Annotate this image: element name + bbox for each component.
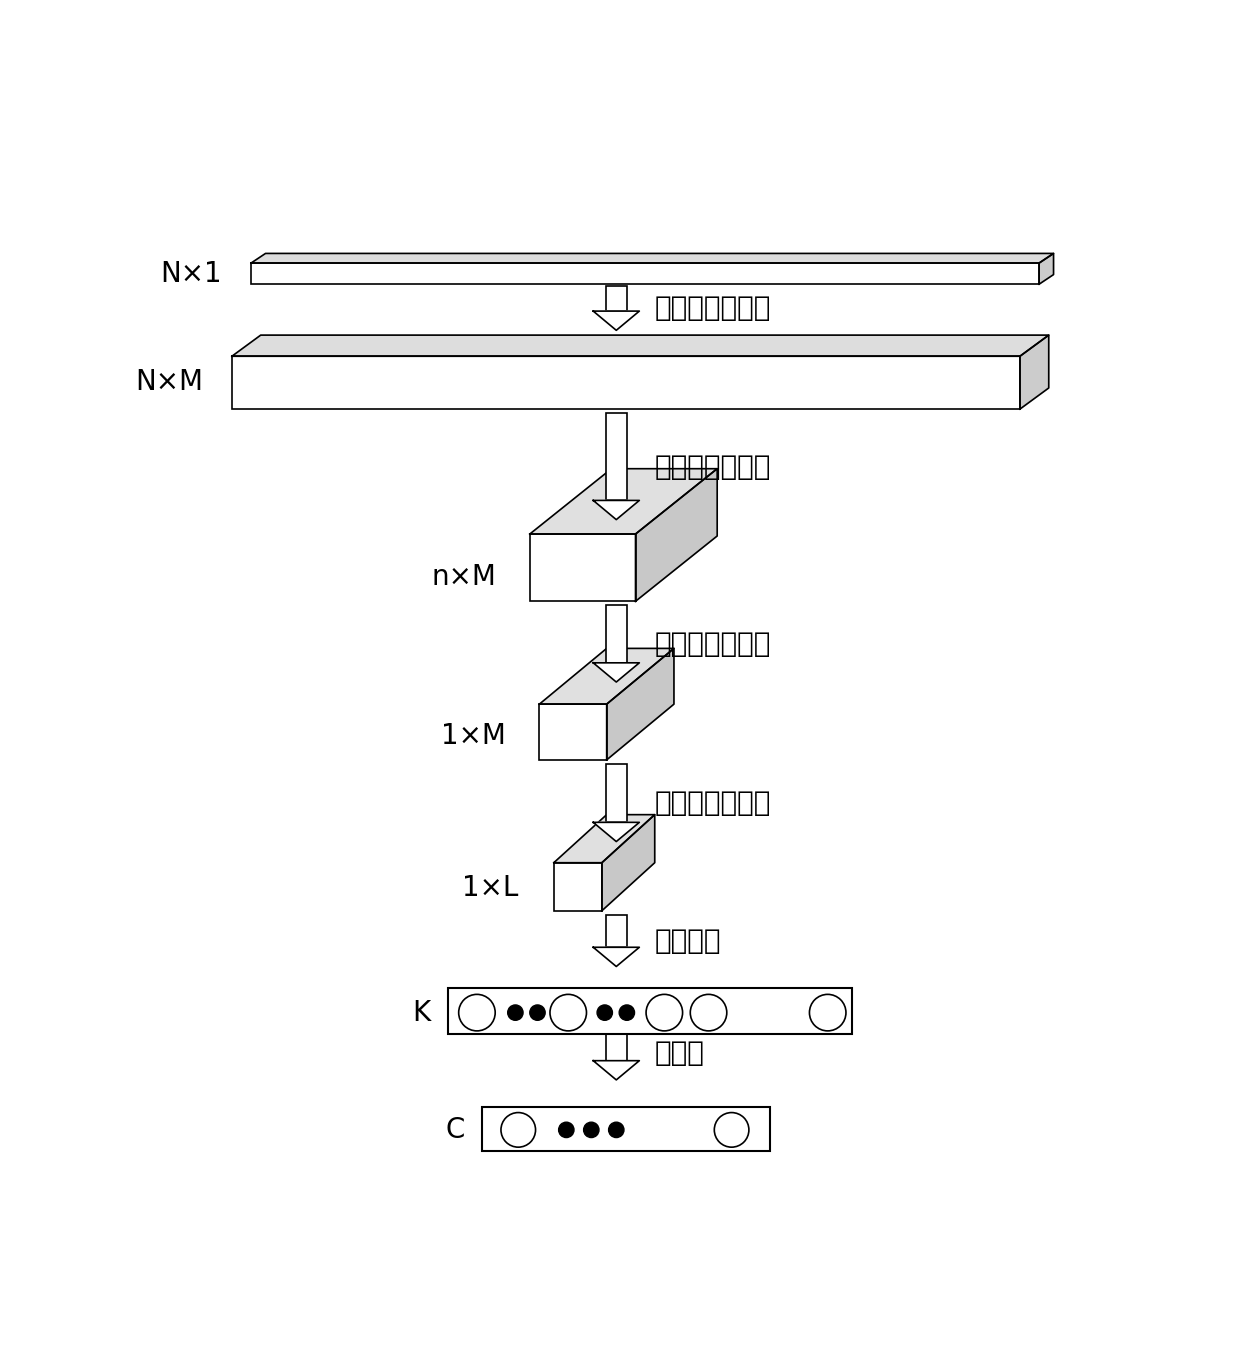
Bar <box>250 263 1039 285</box>
Text: 特征映射: 特征映射 <box>655 926 722 955</box>
Circle shape <box>558 1122 574 1137</box>
Bar <box>554 862 601 911</box>
Circle shape <box>529 1005 546 1020</box>
Bar <box>605 915 627 948</box>
Circle shape <box>598 1005 613 1020</box>
Bar <box>605 1026 627 1061</box>
Bar <box>539 704 606 760</box>
Text: 1×L: 1×L <box>461 873 518 902</box>
Text: 1×M: 1×M <box>441 722 506 750</box>
Polygon shape <box>250 253 1054 263</box>
Bar <box>605 286 627 311</box>
Polygon shape <box>593 500 640 520</box>
Text: 分类器: 分类器 <box>655 1039 704 1066</box>
Text: 整周期最大池化: 整周期最大池化 <box>655 452 771 481</box>
Circle shape <box>619 1005 635 1020</box>
Circle shape <box>507 1005 523 1020</box>
Polygon shape <box>601 814 655 911</box>
Bar <box>448 987 852 1034</box>
Polygon shape <box>529 469 717 534</box>
Text: 单步多尺度卷积: 单步多尺度卷积 <box>655 294 771 323</box>
Polygon shape <box>593 663 640 682</box>
Bar <box>605 764 627 823</box>
Bar <box>232 357 1019 409</box>
Text: N×M: N×M <box>135 368 203 396</box>
Polygon shape <box>1039 253 1054 285</box>
Polygon shape <box>606 648 675 760</box>
Circle shape <box>584 1122 599 1137</box>
Circle shape <box>609 1122 624 1137</box>
Bar <box>481 1107 770 1151</box>
Text: 多周期平均池化: 多周期平均池化 <box>655 629 771 658</box>
Polygon shape <box>593 1061 640 1080</box>
Polygon shape <box>635 469 717 601</box>
Polygon shape <box>1019 335 1049 409</box>
Text: 自适应通道池化: 自适应通道池化 <box>655 789 771 817</box>
Polygon shape <box>593 311 640 331</box>
Text: n×M: n×M <box>432 564 496 591</box>
Text: K: K <box>413 998 430 1027</box>
Bar <box>605 413 627 500</box>
Bar <box>529 534 635 601</box>
Bar <box>605 605 627 663</box>
Polygon shape <box>554 814 655 862</box>
Text: N×1: N×1 <box>161 260 222 287</box>
Polygon shape <box>593 823 640 842</box>
Polygon shape <box>593 948 640 967</box>
Polygon shape <box>539 648 675 704</box>
Text: C: C <box>445 1115 465 1144</box>
Polygon shape <box>232 335 1049 357</box>
